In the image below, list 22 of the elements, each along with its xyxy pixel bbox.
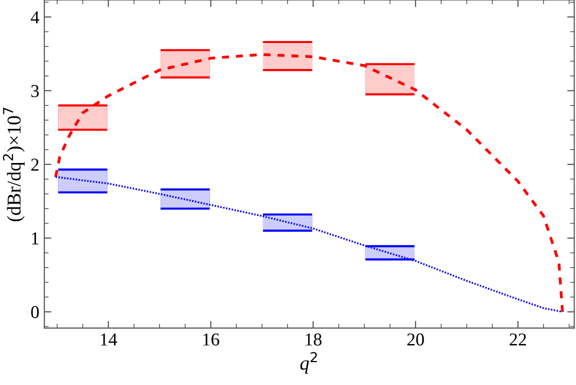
line-series xyxy=(54,53,564,314)
y-tick-label: 0 xyxy=(31,306,39,318)
x-tick-label: 18 xyxy=(306,333,322,346)
y-tick-label: 2 xyxy=(31,158,38,171)
x-tick-label: 20 xyxy=(407,333,424,346)
bar xyxy=(58,104,108,131)
bar xyxy=(262,213,312,232)
x-tick-label: 14 xyxy=(100,333,118,346)
x-axis-title: q$^{2}$ xyxy=(300,352,317,374)
line-series xyxy=(54,176,564,313)
y-tick-label: 4 xyxy=(30,11,40,24)
bar xyxy=(262,40,312,72)
y-tick-label: 1 xyxy=(32,232,38,244)
bar xyxy=(160,188,210,210)
bar xyxy=(58,168,108,194)
x-tick-label: 22 xyxy=(510,333,526,346)
bar xyxy=(160,49,210,78)
y-axis-title: (dBr/dq$^{2}$)×10$^{7}$ xyxy=(2,108,25,222)
bar xyxy=(365,245,415,261)
x-tick-label: 16 xyxy=(203,333,220,346)
y-tick-label: 3 xyxy=(31,84,39,98)
bar xyxy=(365,63,415,96)
